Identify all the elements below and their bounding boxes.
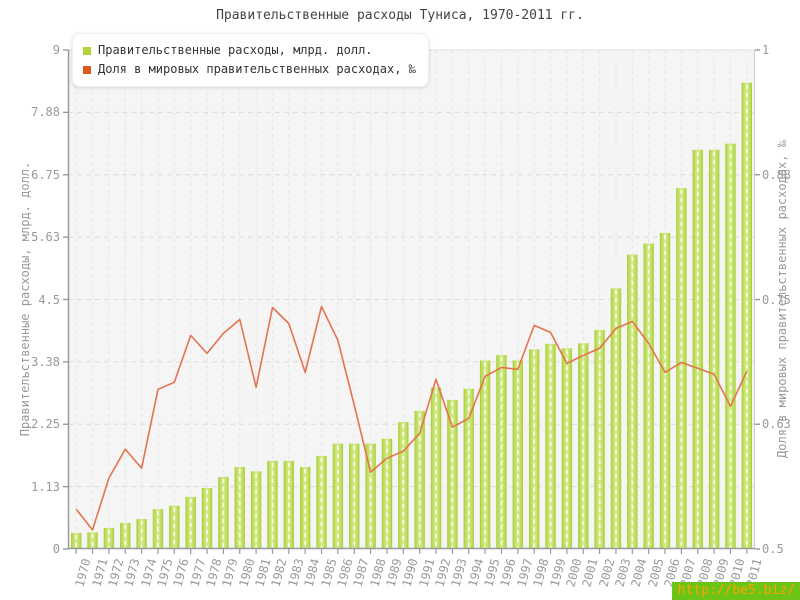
legend-label-expenditures: Правительственные расходы, млрд. долл. <box>98 43 373 57</box>
right-axis-tick-label: 0.88 <box>762 167 791 182</box>
right-axis-tick-label: 0.63 <box>762 417 791 432</box>
right-axis-tick-label: 0.75 <box>762 292 791 307</box>
right-axis-tick-label: 0.5 <box>762 542 784 556</box>
left-axis-tick-label: 5.63 <box>31 230 60 245</box>
left-axis-tick-label: 1.13 <box>31 479 60 494</box>
legend-item-expenditures: Правительственные расходы, млрд. долл. <box>83 41 416 60</box>
left-axis-tick-label: 7.88 <box>31 105 60 120</box>
watermark-link[interactable]: http://be5.biz/ <box>671 582 800 600</box>
left-axis-tick-label: 9 <box>52 43 60 57</box>
left-axis-tick-label: 6.75 <box>31 167 60 182</box>
bar-series-marker-icon <box>83 46 91 55</box>
left-axis-tick-label: 3.38 <box>31 354 60 369</box>
left-axis-tick-label: 0 <box>52 542 60 556</box>
legend-item-share: Доля в мировых правительственных расхода… <box>83 60 416 79</box>
right-axis-tick-label: 1 <box>762 43 770 57</box>
line-series-marker-icon <box>83 65 91 74</box>
chart-title: Правительственные расходы Туниса, 1970-2… <box>216 8 584 23</box>
legend-label-share: Доля в мировых правительственных расхода… <box>98 62 416 76</box>
plot-area <box>63 49 760 554</box>
left-axis-tick-label: 2.25 <box>31 417 60 432</box>
left-axis-tick-label: 4.5 <box>38 292 60 307</box>
plot-svg <box>63 49 760 554</box>
legend: Правительственные расходы, млрд. долл. Д… <box>72 33 429 87</box>
